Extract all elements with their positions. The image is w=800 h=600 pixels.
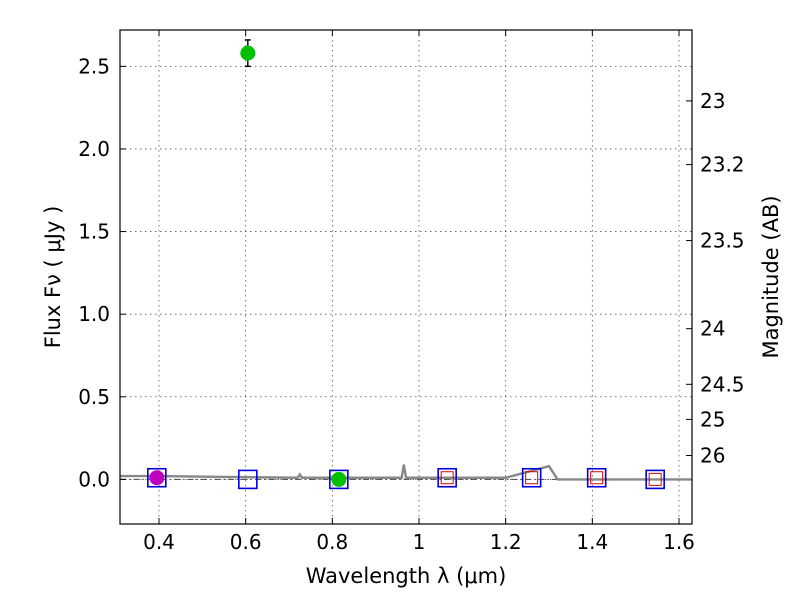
model-photometry-square bbox=[329, 469, 349, 490]
mag-tick-label: 24 bbox=[700, 317, 725, 341]
upper-limit-square bbox=[440, 471, 454, 485]
model-photometry-square bbox=[437, 467, 457, 488]
observed-point bbox=[240, 45, 256, 61]
model-photometry-square bbox=[521, 467, 542, 488]
x-tick-label: 0.8 bbox=[316, 530, 348, 554]
mag-tick-label: 23 bbox=[700, 89, 725, 113]
mag-tick-label: 25 bbox=[700, 407, 725, 431]
y-axis-label: Flux Fν ( μJy ) bbox=[41, 206, 65, 349]
mag-tick-label: 23.2 bbox=[700, 153, 745, 177]
y-tick-label: 2.5 bbox=[78, 54, 110, 78]
mag-tick-label: 24.5 bbox=[700, 372, 745, 396]
observed-point bbox=[331, 471, 347, 487]
y-tick-label: 1.5 bbox=[78, 220, 110, 244]
plot-frame bbox=[119, 29, 693, 525]
upper-limit-square bbox=[525, 471, 539, 485]
axes: 0.4 0.6 0.8 1 1.2 1.4 1.6 0.0 0.5 1.0 1.5 2.0 2.5 23 2… bbox=[78, 30, 745, 554]
data-layer bbox=[120, 39, 692, 490]
model-photometry-square bbox=[586, 467, 607, 488]
x-tick-label: 1 bbox=[413, 530, 426, 554]
mag-tick-label: 23.5 bbox=[700, 229, 745, 253]
model-photometry-square bbox=[147, 467, 167, 488]
grid-lines bbox=[120, 30, 692, 524]
mag-tick-label: 26 bbox=[700, 444, 725, 468]
upper-limit-square bbox=[648, 472, 662, 486]
y-tick-label: 1.0 bbox=[78, 302, 110, 326]
x-tick-label: 0.4 bbox=[143, 530, 175, 554]
y-tick-label: 2.0 bbox=[78, 137, 110, 161]
upper-limit-square bbox=[590, 471, 604, 485]
model-photometry-square bbox=[645, 469, 665, 490]
y-tick-label: 0.5 bbox=[78, 385, 110, 409]
model-photometry-square bbox=[238, 469, 258, 490]
x-tick-label: 0.6 bbox=[230, 530, 262, 554]
sed-model-line bbox=[120, 464, 692, 481]
x-axis-label: Wavelength λ (μm) bbox=[306, 564, 507, 588]
observed-point bbox=[149, 470, 165, 486]
y2-axis-label: Magnitude (AB) bbox=[759, 195, 783, 358]
x-tick-label: 1.6 bbox=[663, 530, 695, 554]
y-tick-label: 0.0 bbox=[78, 467, 110, 491]
x-tick-label: 1.4 bbox=[576, 530, 608, 554]
x-tick-label: 1.2 bbox=[490, 530, 522, 554]
